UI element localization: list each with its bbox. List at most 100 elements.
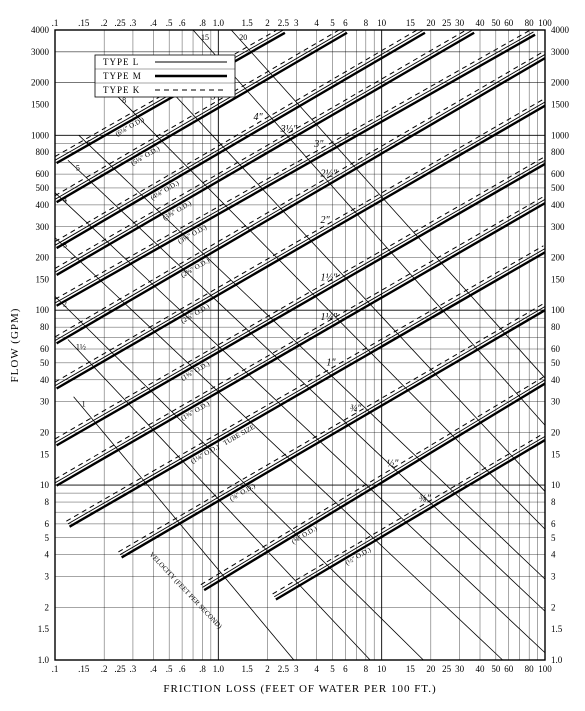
x-tick-label-top: 4 bbox=[314, 18, 319, 28]
y-tick-label-right: 6 bbox=[551, 519, 556, 529]
y-tick-label-right: 800 bbox=[551, 147, 565, 157]
x-tick-label: 4 bbox=[314, 664, 319, 674]
x-tick-label: .2 bbox=[101, 664, 108, 674]
y-tick-label: 150 bbox=[36, 274, 50, 284]
x-tick-label-top: 40 bbox=[476, 18, 486, 28]
x-tick-label-top: .25 bbox=[114, 18, 126, 28]
y-tick-label-right: 1.5 bbox=[551, 624, 563, 634]
legend-label: TYPE L bbox=[103, 57, 139, 67]
x-tick-label-top: 8 bbox=[364, 18, 369, 28]
y-tick-label: 5 bbox=[45, 533, 50, 543]
y-tick-label: 4 bbox=[45, 550, 50, 560]
y-tick-label-right: 4000 bbox=[551, 25, 570, 35]
x-tick-label-top: 20 bbox=[426, 18, 436, 28]
y-tick-label-right: 200 bbox=[551, 253, 565, 263]
y-axis-title: FLOW (GPM) bbox=[9, 308, 21, 383]
y-tick-label-right: 3000 bbox=[551, 47, 570, 57]
y-tick-label-right: 4 bbox=[551, 550, 556, 560]
x-tick-label-top: .4 bbox=[150, 18, 157, 28]
x-tick-label-top: 10 bbox=[377, 18, 387, 28]
x-tick-label-top: 80 bbox=[525, 18, 535, 28]
x-tick-label-top: 60 bbox=[504, 18, 514, 28]
pipe-size-label: ⅜" bbox=[419, 494, 432, 505]
x-tick-label: 8 bbox=[364, 664, 369, 674]
friction-loss-chart: 11½234568101520(6⅛" O.D.)6"(5⅛" O.D.)5"(… bbox=[0, 0, 585, 711]
x-tick-label-top: 50 bbox=[491, 18, 501, 28]
x-tick-label-top: 5 bbox=[330, 18, 335, 28]
x-tick-label: 2.5 bbox=[278, 664, 290, 674]
y-tick-label: 1.5 bbox=[38, 624, 50, 634]
pipe-size-label: 1½" bbox=[321, 272, 339, 283]
x-tick-label-top: 1.5 bbox=[241, 18, 253, 28]
x-tick-label-top: .5 bbox=[166, 18, 173, 28]
y-tick-label: 200 bbox=[36, 253, 50, 263]
legend-label: TYPE K bbox=[103, 85, 140, 95]
y-tick-label: 3 bbox=[45, 572, 50, 582]
y-tick-label-right: 600 bbox=[551, 169, 565, 179]
x-tick-label: .25 bbox=[114, 664, 126, 674]
x-tick-label-top: 15 bbox=[406, 18, 416, 28]
x-tick-label: .3 bbox=[130, 664, 137, 674]
x-tick-label: .4 bbox=[150, 664, 157, 674]
x-tick-label: 5 bbox=[330, 664, 335, 674]
y-tick-label: 2 bbox=[45, 602, 50, 612]
x-tick-label: 6 bbox=[343, 664, 348, 674]
pipe-size-line bbox=[55, 199, 545, 482]
y-tick-label-right: 80 bbox=[551, 322, 561, 332]
velocity-label: 20 bbox=[239, 33, 247, 42]
y-tick-label-right: 1000 bbox=[551, 130, 570, 140]
x-tick-label-top: 1.0 bbox=[213, 18, 225, 28]
velocity-line bbox=[74, 397, 294, 660]
y-tick-label: 800 bbox=[36, 147, 50, 157]
x-tick-label: 40 bbox=[476, 664, 486, 674]
pipe-size-line bbox=[122, 310, 545, 557]
y-tick-label: 1500 bbox=[31, 100, 50, 110]
y-tick-label: 400 bbox=[36, 200, 50, 210]
x-tick-label-top: .8 bbox=[199, 18, 206, 28]
x-tick-label: 10 bbox=[377, 664, 387, 674]
x-tick-label: 60 bbox=[504, 664, 514, 674]
x-tick-label-top: 2.5 bbox=[278, 18, 290, 28]
pipe-size-line bbox=[55, 197, 543, 480]
x-tick-label: .15 bbox=[78, 664, 90, 674]
x-tick-label-top: 25 bbox=[442, 18, 452, 28]
pipe-size-label: 3" bbox=[313, 139, 324, 150]
y-tick-label-right: 30 bbox=[551, 397, 561, 407]
y-tick-label-right: 20 bbox=[551, 427, 561, 437]
x-tick-label-top: .3 bbox=[130, 18, 137, 28]
pipe-size-label: ¾" bbox=[350, 403, 363, 414]
x-tick-label-top: .15 bbox=[78, 18, 90, 28]
y-tick-label-right: 60 bbox=[551, 344, 561, 354]
velocity-label: 15 bbox=[201, 33, 209, 42]
x-axis-title: FRICTION LOSS (FEET OF WATER PER 100 FT.… bbox=[163, 683, 436, 695]
x-tick-label: 25 bbox=[442, 664, 452, 674]
x-tick-label: 15 bbox=[406, 664, 416, 674]
pipe-size-label: 2" bbox=[320, 215, 330, 226]
x-tick-label: 100 bbox=[538, 664, 552, 674]
y-tick-label-right: 1.0 bbox=[551, 655, 563, 665]
pipe-size-label: 4" bbox=[254, 112, 264, 123]
y-tick-label: 100 bbox=[36, 305, 50, 315]
x-tick-label-top: .1 bbox=[52, 18, 59, 28]
y-tick-label-right: 150 bbox=[551, 274, 565, 284]
pipe-size-line bbox=[57, 33, 285, 163]
x-tick-label: .8 bbox=[199, 664, 206, 674]
y-tick-label: 15 bbox=[40, 449, 50, 459]
x-tick-label: 1.5 bbox=[241, 664, 253, 674]
y-tick-label: 1.0 bbox=[38, 655, 50, 665]
x-tick-label-top: 30 bbox=[455, 18, 465, 28]
y-tick-label: 8 bbox=[45, 497, 50, 507]
velocity-line bbox=[79, 135, 545, 579]
y-tick-label: 1000 bbox=[31, 130, 50, 140]
y-tick-label-right: 300 bbox=[551, 222, 565, 232]
legend-label: TYPE M bbox=[103, 71, 142, 81]
chart-svg: 11½234568101520(6⅛" O.D.)6"(5⅛" O.D.)5"(… bbox=[0, 0, 585, 711]
velocity-label: 5 bbox=[76, 163, 80, 172]
y-tick-label-right: 5 bbox=[551, 533, 556, 543]
x-tick-label: 20 bbox=[426, 664, 436, 674]
y-tick-label-right: 3 bbox=[551, 572, 556, 582]
x-tick-label-top: 2 bbox=[265, 18, 270, 28]
y-tick-label: 30 bbox=[40, 397, 50, 407]
pipe-size-label: 1" bbox=[326, 358, 336, 369]
y-tick-label-right: 8 bbox=[551, 497, 556, 507]
